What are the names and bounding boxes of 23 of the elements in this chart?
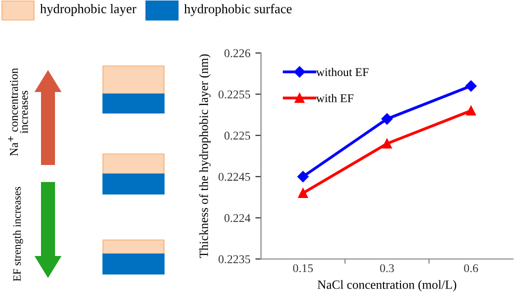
x-axis-title: NaCl concentration (mol/L) xyxy=(318,280,456,292)
y-tick-label: 0.224 xyxy=(224,214,250,222)
point xyxy=(465,80,477,92)
point xyxy=(298,188,308,198)
text: EF strength increases xyxy=(12,186,24,282)
y-tick-label: 0.2255 xyxy=(218,90,250,98)
legend-label: with EF xyxy=(316,94,354,102)
legend-label: without EF xyxy=(316,68,368,76)
y-tick-label: 0.2245 xyxy=(218,172,250,181)
y-axis-title: Thickness of the hydrophobic layer (nm) xyxy=(199,54,211,258)
y-tick-label: 0.226 xyxy=(224,49,250,58)
point xyxy=(382,138,392,148)
y-tick-label: 0.2235 xyxy=(218,255,250,264)
point xyxy=(297,170,309,182)
text: hydrophobic layer xyxy=(40,4,136,16)
x-tick-label: 0.3 xyxy=(380,264,394,272)
x-tick-label: 0.6 xyxy=(464,264,478,272)
x-tick-label: 0.15 xyxy=(293,264,313,272)
text: Na$^{+}$ concentration increases xyxy=(8,68,28,156)
text: hydrophobic surface xyxy=(184,4,292,16)
point xyxy=(466,106,476,116)
point xyxy=(381,113,393,125)
y-tick-label: 0.225 xyxy=(224,132,250,140)
